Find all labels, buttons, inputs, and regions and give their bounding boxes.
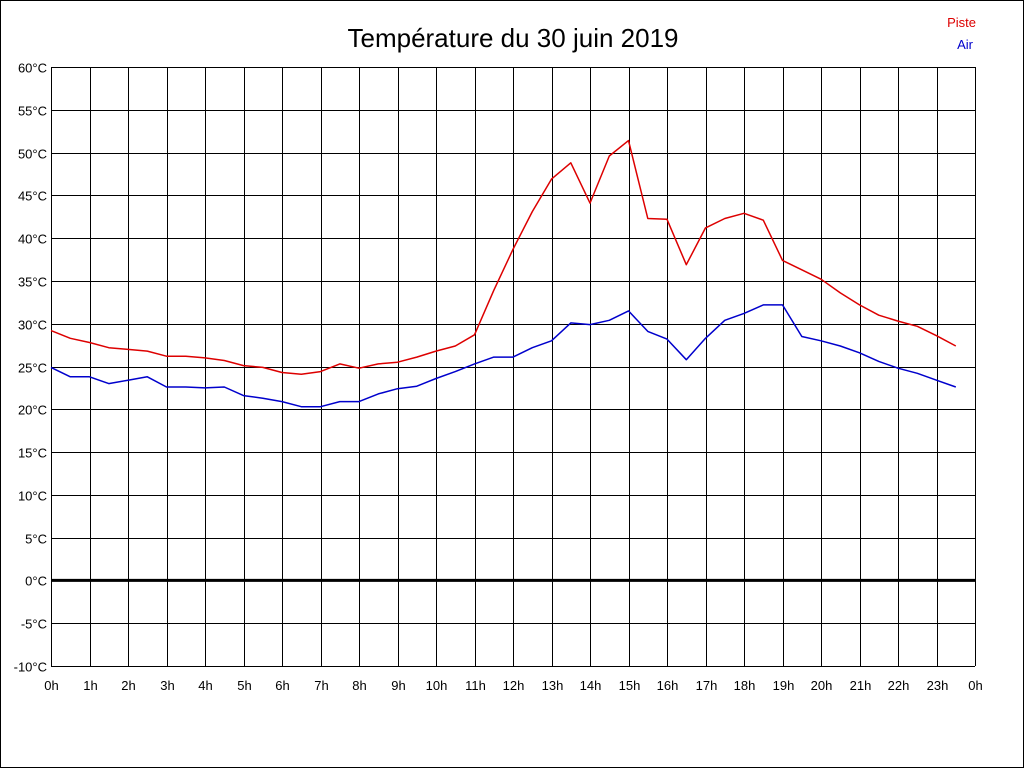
x-tick-label: 23h <box>927 678 949 693</box>
y-tick-label: 45°C <box>18 189 47 204</box>
x-tick-label: 1h <box>83 678 97 693</box>
y-tick-label: 5°C <box>25 532 47 547</box>
x-tick-label: 10h <box>426 678 448 693</box>
y-tick-label: 40°C <box>18 232 47 247</box>
x-tick-label: 6h <box>275 678 289 693</box>
x-tick-label: 4h <box>198 678 212 693</box>
x-tick-label: 17h <box>696 678 718 693</box>
series-layer <box>50 139 957 408</box>
x-tick-label: 14h <box>580 678 602 693</box>
axis-labels: 0h 1h 2h 3h 4h 5h 6h 7h 8h 9h 10h 11h 12h 13h 14h 15h 16… <box>14 61 983 694</box>
y-tick-label: 60°C <box>18 61 47 76</box>
x-tick-label: 2h <box>121 678 135 693</box>
series-line-air <box>50 304 957 408</box>
legend-item-piste: Piste <box>947 15 976 30</box>
y-tick-label: 15°C <box>18 446 47 461</box>
x-tick-label: 3h <box>160 678 174 693</box>
y-tick-label: 0°C <box>25 574 47 589</box>
y-tick-label: -5°C <box>21 617 47 632</box>
chart-title: Température du 30 juin 2019 <box>347 23 678 53</box>
x-tick-label: 0h <box>44 678 58 693</box>
x-tick-label: 21h <box>850 678 872 693</box>
x-tick-label: 19h <box>773 678 795 693</box>
y-tick-label: 35°C <box>18 275 47 290</box>
y-tick-label: 20°C <box>18 403 47 418</box>
x-tick-label: 22h <box>888 678 910 693</box>
y-tick-label: 55°C <box>18 104 47 119</box>
y-tick-label: 10°C <box>18 489 47 504</box>
x-tick-label: 18h <box>734 678 756 693</box>
y-tick-label: 50°C <box>18 147 47 162</box>
y-tick-label: -10°C <box>14 660 47 675</box>
x-tick-label: 11h <box>465 678 486 693</box>
x-tick-label: 0h <box>968 678 982 693</box>
x-tick-label: 20h <box>811 678 833 693</box>
x-tick-label: 7h <box>314 678 328 693</box>
x-tick-label: 12h <box>503 678 525 693</box>
legend-item-air: Air <box>957 37 974 52</box>
series-line-piste <box>50 139 957 375</box>
y-tick-label: 30°C <box>18 318 47 333</box>
x-tick-label: 8h <box>352 678 366 693</box>
grid-layer <box>51 67 976 667</box>
x-tick-label: 13h <box>542 678 564 693</box>
x-tick-label: 5h <box>237 678 251 693</box>
x-tick-label: 16h <box>657 678 679 693</box>
x-tick-label: 9h <box>391 678 405 693</box>
x-tick-label: 15h <box>619 678 641 693</box>
y-tick-label: 25°C <box>18 361 47 376</box>
